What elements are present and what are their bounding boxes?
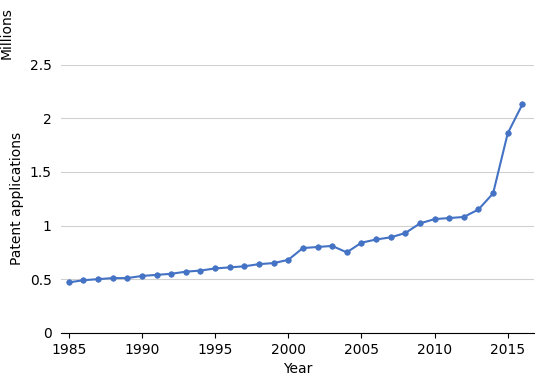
Text: Millions: Millions bbox=[0, 8, 14, 59]
X-axis label: Year: Year bbox=[283, 362, 313, 376]
Y-axis label: Patent applications: Patent applications bbox=[10, 132, 24, 265]
